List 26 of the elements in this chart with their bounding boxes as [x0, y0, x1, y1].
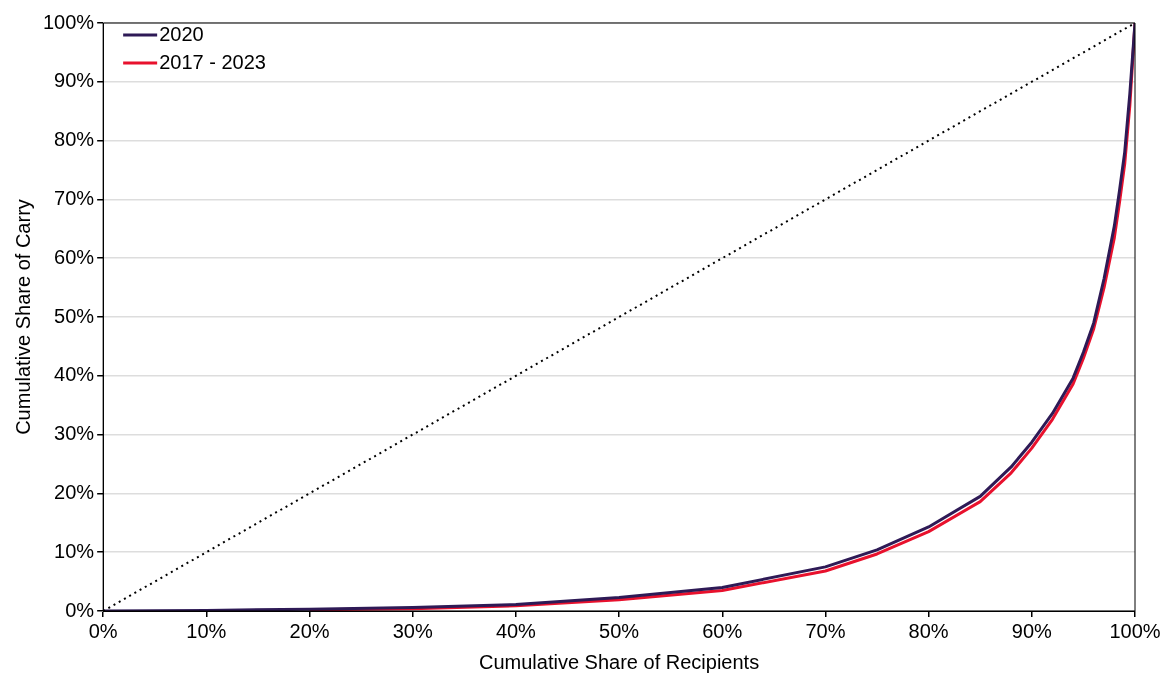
y-tick-label: 0%: [65, 598, 95, 621]
y-tick-label: 100%: [43, 10, 95, 33]
x-tick-label: 10%: [186, 619, 227, 642]
y-tick-label: 20%: [54, 480, 95, 503]
x-tick-label: 20%: [289, 619, 330, 642]
y-tick-label: 10%: [54, 539, 95, 562]
x-tick-label: 60%: [702, 619, 743, 642]
x-tick-label: 0%: [88, 619, 118, 642]
y-tick-label: 70%: [54, 186, 95, 209]
x-tick-label: 30%: [392, 619, 433, 642]
y-tick-label: 80%: [54, 128, 95, 151]
y-tick-label: 50%: [54, 304, 95, 327]
y-tick-label: 30%: [54, 422, 95, 445]
x-tick-label: 40%: [495, 619, 537, 642]
x-tick-label: 100%: [1109, 619, 1161, 642]
x-tick-label: 50%: [599, 619, 640, 642]
x-tick-label: 70%: [805, 619, 846, 642]
y-tick-label: 60%: [54, 245, 95, 268]
x-axis-title: Cumulative Share of Recipients: [479, 650, 760, 673]
y-axis-title: Cumulative Share of Carry: [11, 199, 34, 435]
y-tick-label: 40%: [54, 363, 95, 386]
legend-label: 2017 - 2023: [159, 50, 266, 73]
y-tick-label: 90%: [54, 69, 95, 92]
x-tick-label: 80%: [908, 619, 949, 642]
x-tick-label: 90%: [1011, 619, 1053, 642]
legend-label: 2020: [159, 22, 204, 45]
